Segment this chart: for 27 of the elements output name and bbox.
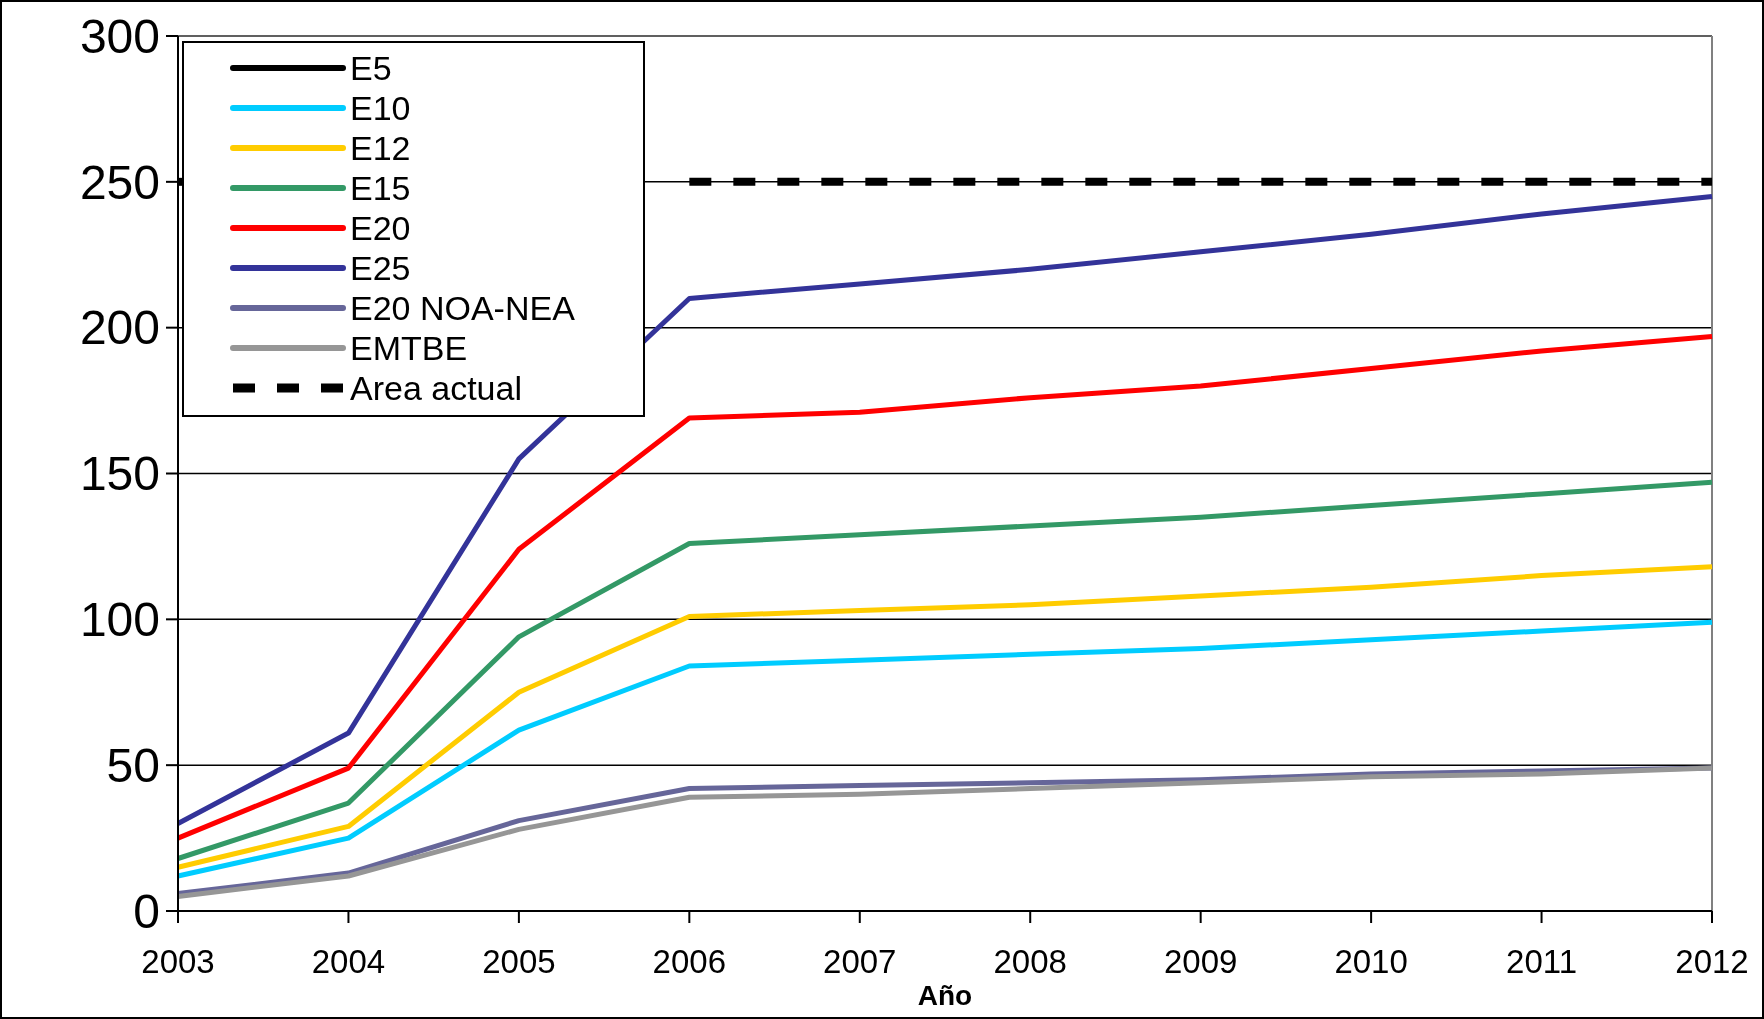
legend-label: E20 <box>350 208 411 247</box>
y-tick-label: 200 <box>79 301 160 355</box>
x-tick-label: 2011 <box>1506 943 1578 980</box>
legend-label: E12 <box>350 128 411 167</box>
legend-label: E10 <box>350 88 411 127</box>
x-tick-label: 2003 <box>141 943 215 980</box>
y-tick-label: 50 <box>106 738 160 792</box>
legend-label: E15 <box>350 168 411 207</box>
y-tick-label: 100 <box>79 593 160 647</box>
x-tick-label: 2004 <box>311 943 386 980</box>
x-tick-label: 2009 <box>1163 943 1238 980</box>
x-tick-label: 2008 <box>993 943 1067 980</box>
legend-label: E25 <box>350 248 411 287</box>
x-tick-label: 2005 <box>482 943 556 980</box>
legend-label: E5 <box>350 48 392 87</box>
legend-label: E20 NOA-NEA <box>350 288 576 327</box>
legend-label: EMTBE <box>350 328 468 367</box>
y-tick-label: 250 <box>79 155 160 209</box>
y-tick-label: 150 <box>79 447 160 501</box>
x-tick-label: 2006 <box>652 943 727 980</box>
x-tick-label: 2012 <box>1675 943 1749 980</box>
y-tick-label: 0 <box>133 884 160 938</box>
x-tick-label: 2010 <box>1334 943 1408 980</box>
legend-label: Area actual <box>350 368 522 407</box>
x-axis-title: Año <box>917 980 973 1011</box>
x-tick-label: 2007 <box>823 943 897 980</box>
y-tick-label: 300 <box>79 9 160 63</box>
